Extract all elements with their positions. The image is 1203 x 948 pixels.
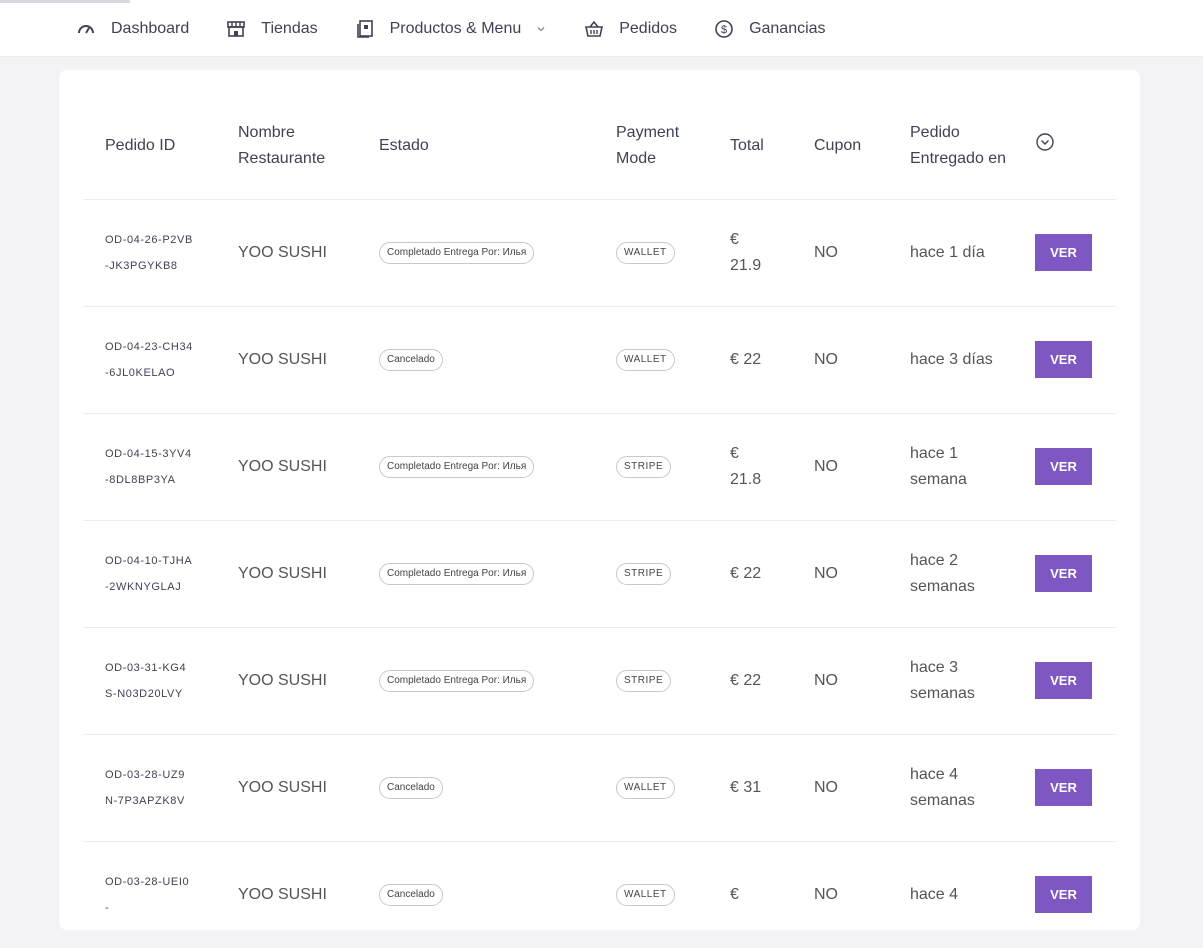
order-id: OD-03-31-KG4S-N03D20LVY — [105, 661, 187, 700]
status-badge: Cancelado — [379, 883, 443, 906]
coupon-value: NO — [814, 457, 838, 475]
nav-label-productos-menu: Productos & Menu — [389, 20, 522, 37]
table-header-row: Pedido ID Nombre Restaurante Estado Paym… — [83, 94, 1116, 199]
nav-item-ganancias[interactable]: $ Ganancias — [713, 17, 826, 41]
menu-book-icon — [354, 18, 376, 40]
order-total: € 31 — [730, 778, 762, 796]
basket-icon — [583, 18, 605, 40]
ver-button[interactable]: VER — [1035, 234, 1092, 271]
header-estado[interactable]: Estado — [379, 137, 429, 155]
header-nombre-restaurante[interactable]: Nombre Restaurante — [238, 124, 326, 168]
delivered-ago: hace 1 semana — [910, 444, 967, 488]
ver-button[interactable]: VER — [1035, 662, 1092, 699]
nav-label-tiendas: Tiendas — [261, 20, 318, 37]
header-payment-mode[interactable]: Payment Mode — [616, 124, 680, 168]
restaurant-name: YOO SUSHI — [238, 564, 327, 582]
header-cupon[interactable]: Cupon — [814, 137, 862, 155]
main-nav: Dashboard Tiendas Productos & Menu Pedid… — [75, 17, 862, 41]
order-total: € 21.8 — [730, 444, 762, 488]
orders-card: Pedido ID Nombre Restaurante Estado Paym… — [59, 70, 1140, 930]
status-badge: Completado Entrega Por: Илья — [379, 241, 535, 264]
ver-button[interactable]: VER — [1035, 876, 1092, 914]
restaurant-name: YOO SUSHI — [238, 243, 327, 261]
table-row: OD-03-31-KG4S-N03D20LVY YOO SUSHI Comple… — [83, 627, 1116, 734]
payment-mode-badge: WALLET — [616, 776, 675, 799]
payment-mode-badge: STRIPE — [616, 669, 672, 692]
restaurant-name: YOO SUSHI — [238, 885, 327, 903]
order-id: OD-03-28-UZ9N-7P3APZK8V — [105, 768, 185, 807]
order-id: OD-03-28-UEI0- — [105, 875, 190, 914]
topbar-corner-strip — [0, 0, 130, 3]
header-total[interactable]: Total — [730, 137, 764, 155]
status-badge: Completado Entrega Por: Илья — [379, 562, 535, 585]
coupon-value: NO — [814, 564, 838, 582]
payment-mode-badge: WALLET — [616, 883, 675, 906]
delivered-ago: hace 4 — [910, 885, 959, 903]
coupon-value: NO — [814, 885, 838, 903]
table-row: OD-04-15-3YV4-8DL8BP3YA YOO SUSHI Comple… — [83, 413, 1116, 520]
status-badge: Completado Entrega Por: Илья — [379, 455, 535, 478]
dashboard-gauge-icon — [75, 18, 97, 40]
dollar-coin-icon: $ — [713, 18, 735, 40]
restaurant-name: YOO SUSHI — [238, 457, 327, 475]
delivered-ago: hace 1 día — [910, 243, 985, 261]
table-row: OD-03-28-UZ9N-7P3APZK8V YOO SUSHI Cancel… — [83, 734, 1116, 841]
order-total: € 22 — [730, 671, 762, 689]
header-entregado[interactable]: Pedido Entregado en — [910, 124, 1007, 168]
column-toggle-chevron-icon[interactable] — [1035, 132, 1055, 152]
svg-text:$: $ — [721, 24, 727, 36]
table-row: OD-03-28-UEI0- YOO SUSHI Cancelado WALLE… — [83, 841, 1116, 948]
header-pedido-id[interactable]: Pedido ID — [105, 137, 176, 155]
header-actions — [1013, 94, 1116, 199]
payment-mode-badge: STRIPE — [616, 455, 672, 478]
payment-mode-badge: WALLET — [616, 241, 675, 264]
order-total: € 22 — [730, 564, 762, 582]
status-badge: Cancelado — [379, 776, 443, 799]
table-row: OD-04-10-TJHA-2WKNYGLAJ YOO SUSHI Comple… — [83, 520, 1116, 627]
status-badge: Cancelado — [379, 348, 443, 371]
status-badge: Completado Entrega Por: Илья — [379, 669, 535, 692]
delivered-ago: hace 3 semanas — [910, 658, 975, 702]
table-row: OD-04-23-CH34-6JL0KELAO YOO SUSHI Cancel… — [83, 306, 1116, 413]
nav-item-pedidos[interactable]: Pedidos — [583, 17, 677, 41]
top-navbar: Dashboard Tiendas Productos & Menu Pedid… — [0, 0, 1203, 57]
restaurant-name: YOO SUSHI — [238, 671, 327, 689]
chevron-down-icon — [535, 23, 547, 35]
orders-table: Pedido ID Nombre Restaurante Estado Paym… — [83, 94, 1116, 948]
coupon-value: NO — [814, 243, 838, 261]
coupon-value: NO — [814, 778, 838, 796]
order-id: OD-04-23-CH34-6JL0KELAO — [105, 340, 193, 379]
order-id: OD-04-26-P2VB-JK3PGYKB8 — [105, 233, 193, 272]
nav-item-dashboard[interactable]: Dashboard — [75, 17, 189, 41]
nav-label-pedidos: Pedidos — [619, 20, 678, 37]
nav-label-dashboard: Dashboard — [111, 20, 190, 37]
nav-label-ganancias: Ganancias — [749, 20, 826, 37]
ver-button[interactable]: VER — [1035, 341, 1092, 378]
coupon-value: NO — [814, 350, 838, 368]
ver-button[interactable]: VER — [1035, 448, 1092, 485]
nav-item-productos-menu[interactable]: Productos & Menu — [354, 17, 548, 41]
payment-mode-badge: STRIPE — [616, 562, 672, 585]
coupon-value: NO — [814, 671, 838, 689]
order-total: € 21.9 — [730, 230, 762, 274]
store-icon — [225, 18, 247, 40]
ver-button[interactable]: VER — [1035, 555, 1092, 592]
restaurant-name: YOO SUSHI — [238, 778, 327, 796]
table-row: OD-04-26-P2VB-JK3PGYKB8 YOO SUSHI Comple… — [83, 199, 1116, 306]
ver-button[interactable]: VER — [1035, 769, 1092, 806]
order-id: OD-04-15-3YV4-8DL8BP3YA — [105, 447, 192, 486]
order-total: € — [730, 885, 739, 903]
payment-mode-badge: WALLET — [616, 348, 675, 371]
order-total: € 22 — [730, 350, 762, 368]
nav-item-tiendas[interactable]: Tiendas — [225, 17, 318, 41]
delivered-ago: hace 4 semanas — [910, 765, 975, 809]
restaurant-name: YOO SUSHI — [238, 350, 327, 368]
delivered-ago: hace 3 días — [910, 350, 993, 368]
order-id: OD-04-10-TJHA-2WKNYGLAJ — [105, 554, 193, 593]
delivered-ago: hace 2 semanas — [910, 551, 975, 595]
